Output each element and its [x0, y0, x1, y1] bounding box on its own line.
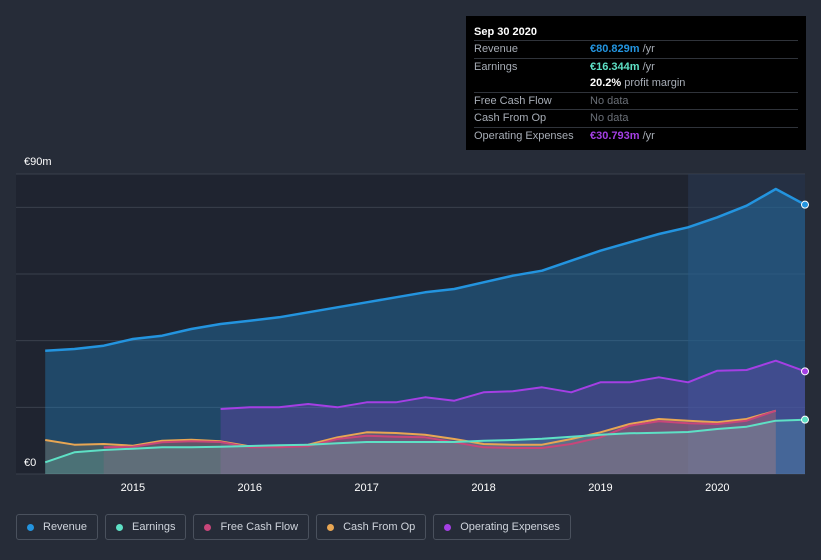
- tooltip-revenue-value: €80.829m: [590, 43, 640, 55]
- legend-dot-earnings: [116, 523, 124, 531]
- tooltip: Sep 30 2020 Revenue €80.829m /yr Earning…: [466, 16, 806, 150]
- legend-label-earnings: Earnings: [132, 521, 176, 533]
- line-fcf: [103, 409, 777, 449]
- line-revenue: [45, 187, 806, 352]
- tooltip-opex-unit: /yr: [639, 129, 655, 142]
- tooltip-row-opex: Operating Expenses €30.793m /yr: [474, 126, 798, 145]
- tooltip-opex-value: €30.793m: [590, 129, 640, 142]
- y-tick-label-top: €90m: [24, 156, 52, 168]
- tooltip-row-revenue: Revenue €80.829m /yr: [474, 40, 798, 58]
- line-opex: [220, 359, 806, 410]
- tooltip-margin-value: 20.2%: [590, 77, 622, 89]
- legend-item-cash-from-op[interactable]: Cash From Op: [316, 514, 427, 540]
- legend-label-cash-from-op: Cash From Op: [343, 521, 416, 533]
- tooltip-row-cfo: Cash From Op No data: [474, 109, 798, 127]
- legend: Revenue Earnings Free Cash Flow Cash Fro…: [16, 514, 578, 542]
- y-tick-label-bottom: €0: [24, 457, 36, 469]
- x-tick-label-2019: 2019: [588, 482, 612, 494]
- legend-item-earnings[interactable]: Earnings: [105, 514, 187, 540]
- tooltip-opex-value-wrap: €30.793m /yr: [590, 128, 655, 145]
- x-tick-label-2018: 2018: [471, 482, 495, 494]
- legend-dot-operating-expenses: [444, 523, 452, 531]
- legend-dot-free-cash-flow: [204, 523, 212, 531]
- x-tick-label-2015: 2015: [121, 482, 145, 494]
- tooltip-opex-label: Operating Expenses: [474, 129, 574, 142]
- legend-label-operating-expenses: Operating Expenses: [460, 521, 560, 533]
- x-tick-label-2016: 2016: [238, 482, 262, 494]
- end-dot-opex: [801, 367, 809, 376]
- x-tick-label-2017: 2017: [354, 482, 378, 494]
- legend-label-revenue: Revenue: [43, 521, 88, 533]
- tooltip-revenue-value-wrap: €80.829m /yr: [590, 41, 655, 58]
- area-opex: [220, 360, 806, 474]
- area-earnings: [45, 419, 805, 474]
- tooltip-cfo-value: No data: [590, 112, 629, 124]
- tooltip-margin-spacer: [474, 75, 590, 92]
- plot-background: [16, 174, 805, 474]
- legend-item-revenue[interactable]: Revenue: [16, 514, 99, 540]
- tooltip-cfo-label: Cash From Op: [474, 112, 547, 124]
- end-dot-earnings: [801, 415, 809, 424]
- line-cfo: [45, 409, 777, 448]
- tooltip-row-earnings: Earnings €16.344m /yr: [474, 57, 798, 76]
- chart: €90m €0 2015 2016 2017 2018 2019 2020: [16, 156, 809, 494]
- legend-item-free-cash-flow[interactable]: Free Cash Flow: [193, 514, 310, 540]
- x-tick-label-2020: 2020: [705, 482, 729, 494]
- tooltip-revenue-unit: /yr: [639, 43, 655, 55]
- tooltip-earnings-unit: /yr: [639, 60, 655, 73]
- tooltip-earnings-value-wrap: €16.344m /yr: [590, 59, 655, 76]
- tooltip-row-margin: 20.2% profit margin: [474, 75, 798, 92]
- legend-dot-cash-from-op: [327, 523, 335, 531]
- legend-item-operating-expenses[interactable]: Operating Expenses: [433, 514, 571, 540]
- tooltip-revenue-label: Revenue: [474, 43, 519, 55]
- tooltip-row-fcf: Free Cash Flow No data: [474, 91, 798, 110]
- tooltip-earnings-label: Earnings: [474, 60, 518, 73]
- tooltip-fcf-label: Free Cash Flow: [474, 94, 552, 107]
- line-earnings: [44, 418, 806, 464]
- tooltip-margin-wrap: 20.2% profit margin: [590, 75, 685, 92]
- tooltip-earnings-value: €16.344m: [590, 60, 640, 73]
- area-revenue: [45, 189, 805, 474]
- legend-dot-revenue: [27, 523, 34, 531]
- tooltip-date: Sep 30 2020: [474, 26, 537, 38]
- legend-label-free-cash-flow: Free Cash Flow: [220, 521, 299, 533]
- end-dot-revenue: [801, 200, 809, 209]
- tooltip-margin-label: profit margin: [621, 77, 686, 89]
- tooltip-fcf-value: No data: [590, 94, 629, 107]
